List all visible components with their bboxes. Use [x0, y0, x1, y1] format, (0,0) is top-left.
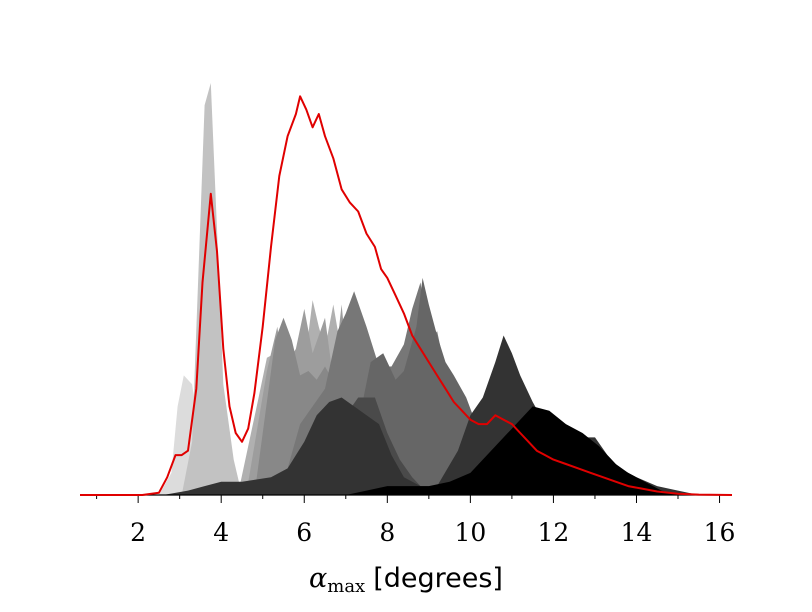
x-tick-label-16: 16 [704, 518, 736, 547]
x-axis-label: αmax [degrees] [309, 563, 503, 597]
x-tick-labels: 2 4 6 8 10 12 14 16 [130, 518, 735, 547]
x-tick-label-10: 10 [454, 518, 486, 547]
x-tick-label-4: 4 [213, 518, 229, 547]
x-tick-label-8: 8 [379, 518, 395, 547]
x-tick-label-14: 14 [621, 518, 653, 547]
density-area-10 [345, 406, 678, 495]
x-tick-label-12: 12 [538, 518, 570, 547]
red-density-line [80, 95, 733, 496]
x-tick-label-6: 6 [296, 518, 312, 547]
x-tick-label-2: 2 [130, 518, 146, 547]
density-areas [158, 83, 699, 495]
x-axis-ticks [96, 495, 721, 503]
